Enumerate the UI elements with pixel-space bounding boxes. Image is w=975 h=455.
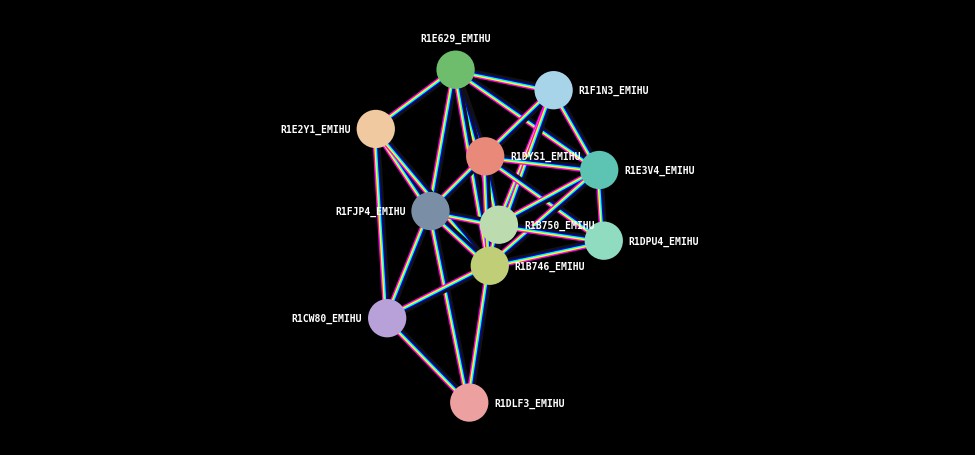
Text: R1DYS1_EMIHU: R1DYS1_EMIHU xyxy=(510,152,581,162)
Circle shape xyxy=(357,111,395,149)
Circle shape xyxy=(466,138,504,176)
Text: R1E629_EMIHU: R1E629_EMIHU xyxy=(420,34,490,44)
Text: R1B746_EMIHU: R1B746_EMIHU xyxy=(515,261,585,271)
Text: R1CW80_EMIHU: R1CW80_EMIHU xyxy=(292,313,362,324)
Circle shape xyxy=(585,222,623,260)
Circle shape xyxy=(471,247,509,285)
Circle shape xyxy=(368,299,407,338)
Circle shape xyxy=(411,192,449,231)
Circle shape xyxy=(450,384,488,422)
Text: R1B750_EMIHU: R1B750_EMIHU xyxy=(524,220,595,230)
Circle shape xyxy=(480,206,518,244)
Text: R1F1N3_EMIHU: R1F1N3_EMIHU xyxy=(579,86,649,96)
Circle shape xyxy=(437,51,475,90)
Text: R1E2Y1_EMIHU: R1E2Y1_EMIHU xyxy=(280,125,351,135)
Text: R1FJP4_EMIHU: R1FJP4_EMIHU xyxy=(335,207,406,217)
Text: R1DLF3_EMIHU: R1DLF3_EMIHU xyxy=(494,398,565,408)
Text: R1DPU4_EMIHU: R1DPU4_EMIHU xyxy=(629,236,699,246)
Circle shape xyxy=(534,72,572,110)
Text: R1E3V4_EMIHU: R1E3V4_EMIHU xyxy=(624,166,695,176)
Circle shape xyxy=(580,152,618,190)
